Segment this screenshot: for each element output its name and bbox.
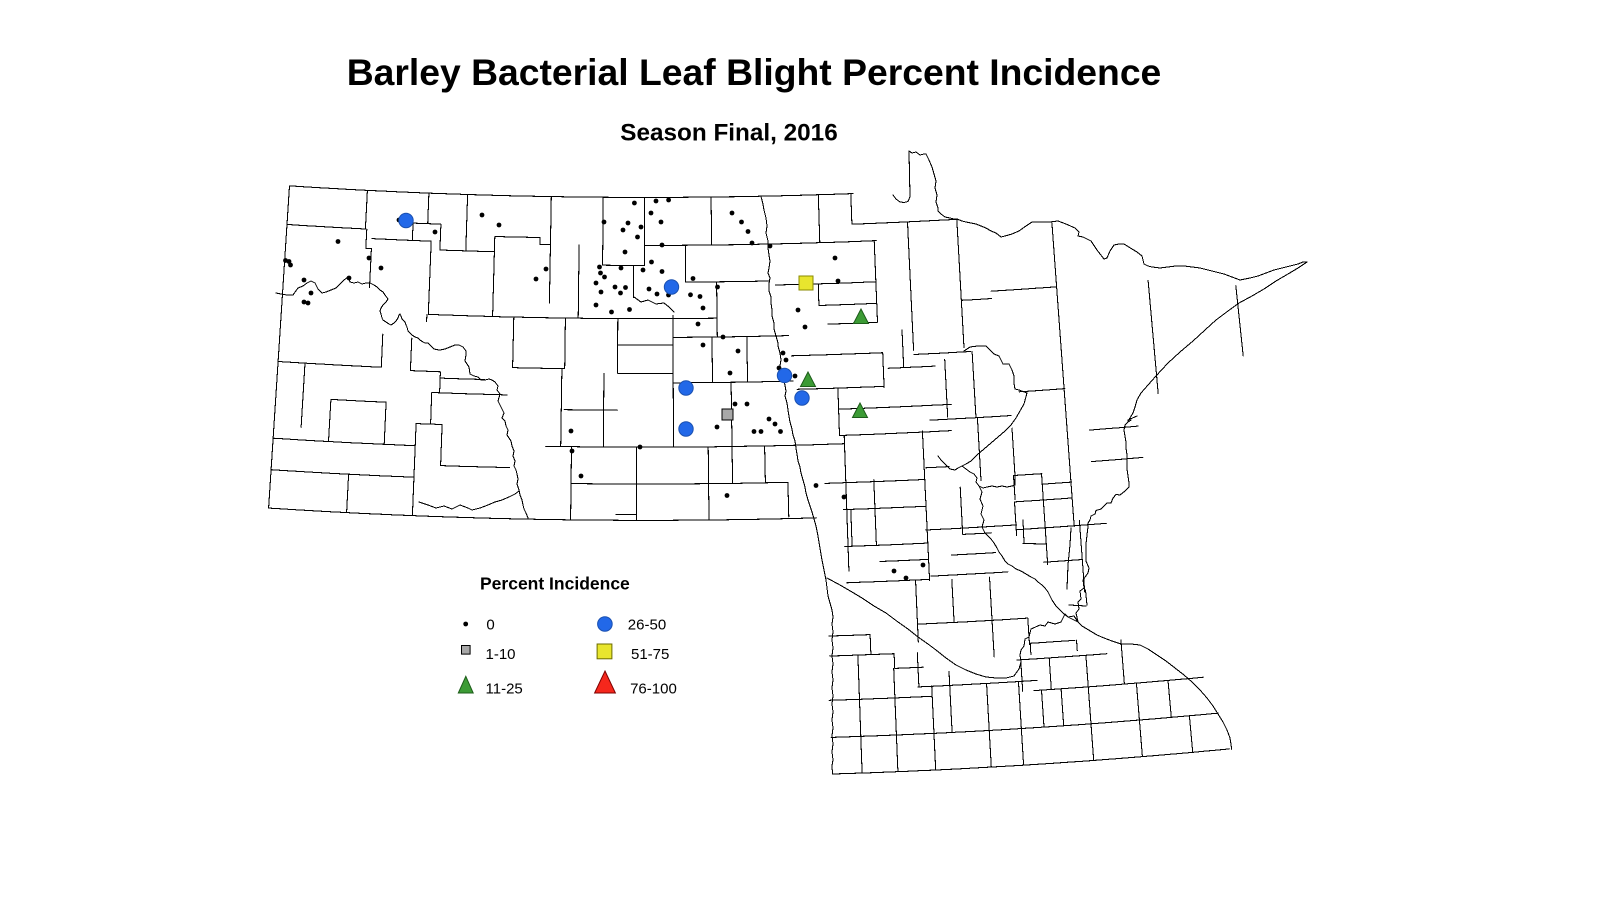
svg-text:Percent Incidence: Percent Incidence	[480, 574, 630, 594]
svg-text:0: 0	[486, 617, 494, 634]
svg-text:51-75: 51-75	[631, 646, 669, 663]
svg-text:1-10: 1-10	[486, 646, 516, 663]
svg-text:76-100: 76-100	[630, 681, 677, 698]
svg-text:Season Final, 2016: Season Final, 2016	[620, 120, 837, 147]
svg-text:26-50: 26-50	[628, 617, 666, 634]
svg-text:Barley Bacterial Leaf Blight P: Barley Bacterial Leaf Blight Percent Inc…	[347, 51, 1162, 93]
svg-text:11-25: 11-25	[486, 681, 523, 698]
